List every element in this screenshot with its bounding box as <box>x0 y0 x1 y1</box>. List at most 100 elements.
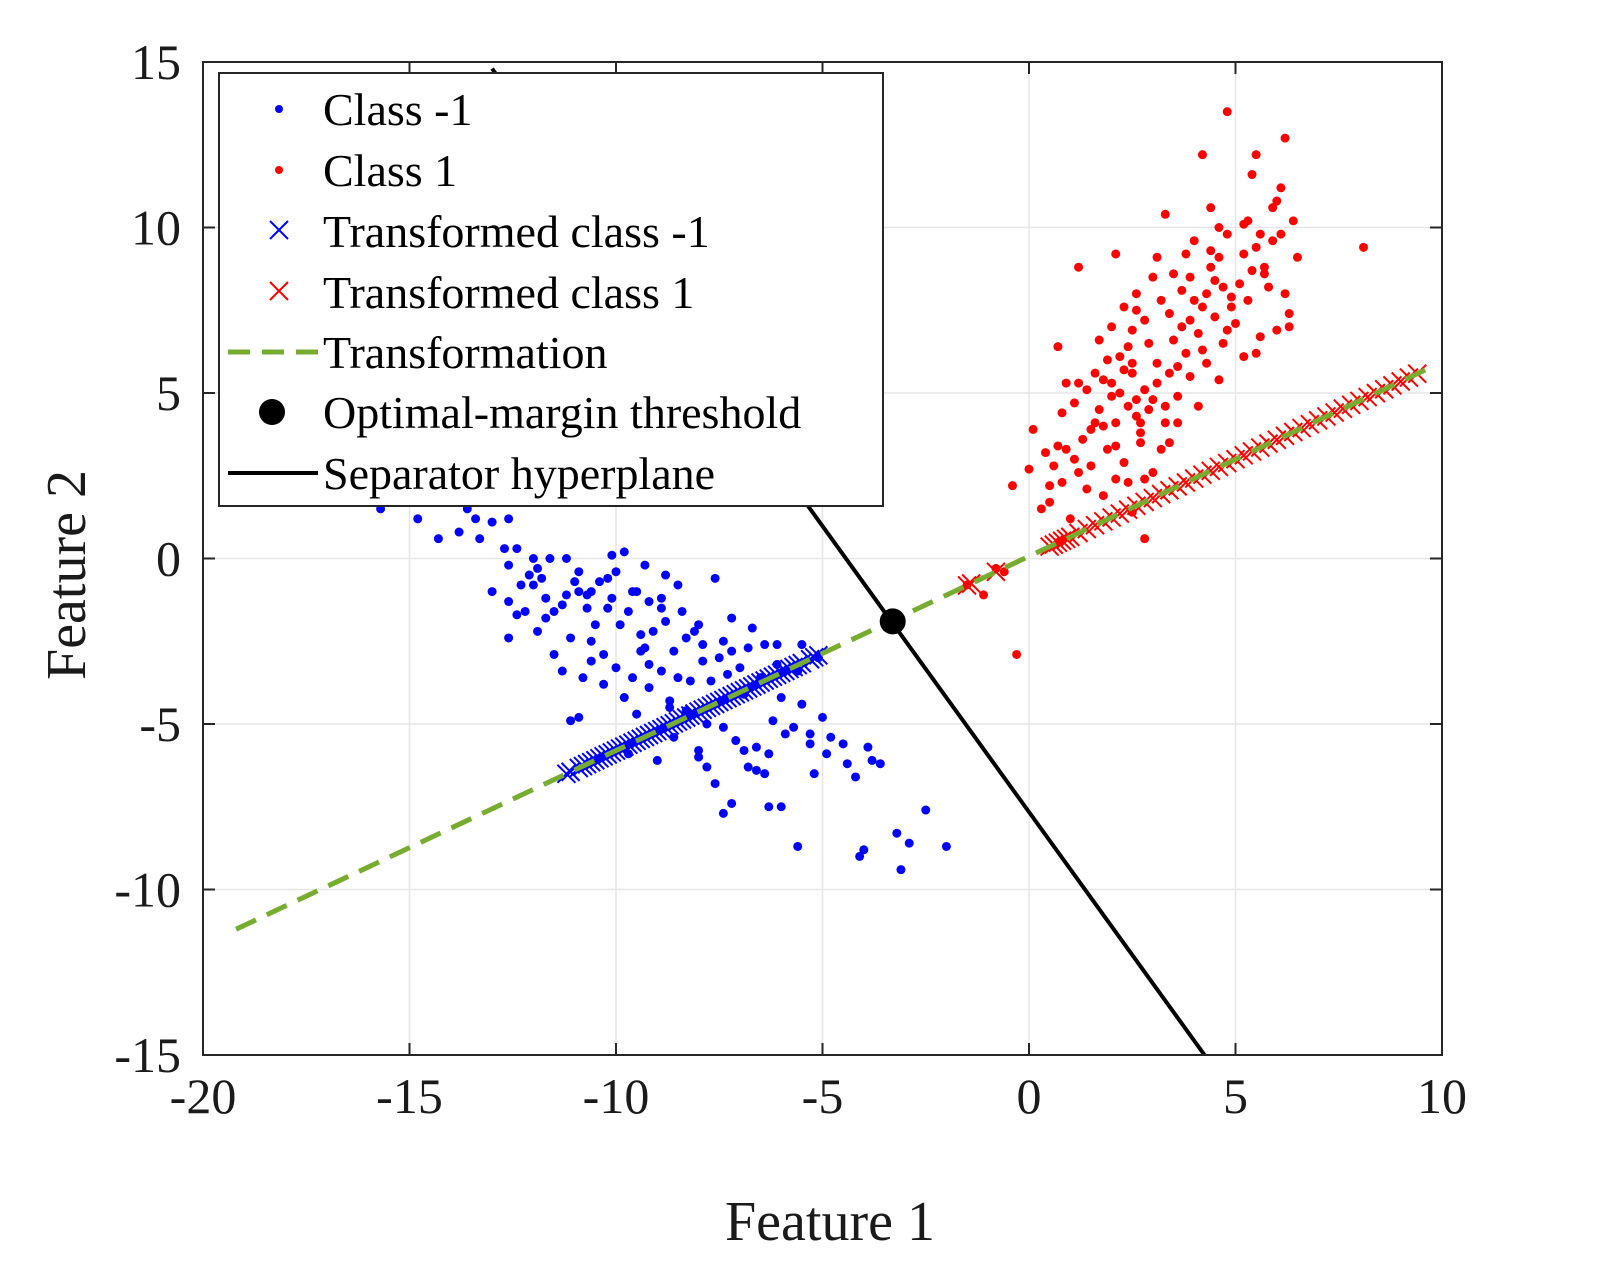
class-neg-point <box>594 577 604 587</box>
class-pos-point <box>1247 170 1257 180</box>
class-neg-point <box>896 865 906 875</box>
class-neg-point <box>574 567 584 577</box>
class-neg-point <box>673 673 683 683</box>
class-pos-point <box>1045 481 1055 491</box>
class-neg-point <box>557 666 567 676</box>
class-neg-point <box>718 808 728 818</box>
class-pos-point <box>1102 444 1112 454</box>
optimal-margin-threshold-point <box>879 608 906 635</box>
class-pos-point <box>1111 441 1121 451</box>
class-pos-point <box>1148 467 1158 477</box>
class-neg-point <box>656 666 666 676</box>
class-pos-point <box>979 590 989 600</box>
class-pos-point <box>1197 302 1207 312</box>
class-neg-point <box>533 626 543 636</box>
class-neg-point <box>566 633 576 643</box>
class-pos-point <box>1041 448 1051 458</box>
class-neg-point <box>921 805 931 815</box>
class-neg-point <box>599 679 609 689</box>
class-pos-point <box>1049 461 1059 471</box>
class-neg-point <box>822 749 832 759</box>
class-neg-point <box>681 633 691 643</box>
class-pos-point <box>1173 362 1183 372</box>
class-pos-point <box>1206 246 1216 256</box>
class-pos-point <box>1007 481 1017 491</box>
class-neg-point <box>669 732 679 742</box>
class-pos-point <box>1144 338 1154 348</box>
class-pos-point <box>1284 309 1294 319</box>
class-pos-point <box>1123 342 1133 352</box>
class-pos-point <box>1074 467 1084 477</box>
class-pos-point <box>1078 434 1088 444</box>
class-pos-point <box>1359 242 1369 252</box>
class-pos-point <box>1231 318 1240 328</box>
class-pos-point <box>1160 401 1170 411</box>
class-pos-point <box>1140 385 1150 395</box>
class-pos-point <box>1259 262 1269 272</box>
class-neg-point <box>578 673 588 683</box>
class-neg-point <box>760 769 770 779</box>
class-neg-point <box>644 597 654 607</box>
class-neg-point <box>499 544 509 554</box>
legend-threshold-marker <box>259 399 285 425</box>
class-neg-point <box>892 828 902 838</box>
class-pos-point <box>1136 418 1146 428</box>
class-neg-point <box>636 630 646 640</box>
class-neg-point <box>636 646 646 656</box>
class-neg-point <box>582 603 592 613</box>
class-pos-point <box>1185 272 1195 282</box>
class-neg-point <box>520 606 530 616</box>
class-pos-point <box>1169 269 1179 279</box>
class-pos-point <box>1115 352 1125 362</box>
class-pos-point <box>1284 322 1294 332</box>
class-pos-point <box>1074 378 1084 388</box>
class-neg-point <box>851 772 861 782</box>
class-pos-point <box>1239 219 1249 229</box>
class-neg-point <box>586 656 596 666</box>
class-pos-point <box>1202 358 1212 368</box>
class-neg-point <box>743 762 753 772</box>
class-neg-point <box>797 640 807 650</box>
class-neg-point <box>776 802 786 812</box>
class-neg-point <box>789 722 799 732</box>
legend-class-neg-marker <box>275 105 283 113</box>
class-pos-point <box>1152 252 1162 262</box>
class-neg-point <box>863 742 873 752</box>
class-pos-point <box>1268 236 1278 246</box>
class-pos-point <box>1086 461 1096 471</box>
y-tick-label: 10 <box>131 200 181 256</box>
class-pos-point <box>1251 150 1261 160</box>
class-pos-point <box>1107 322 1117 332</box>
class-neg-point <box>702 719 712 729</box>
class-pos-point <box>1202 289 1212 299</box>
class-pos-point <box>1169 335 1179 345</box>
class-neg-point <box>760 640 770 650</box>
class-neg-point <box>524 570 534 580</box>
transformed-neg-marker <box>556 764 577 784</box>
class-pos-point <box>1127 358 1137 368</box>
class-pos-point <box>1057 477 1067 487</box>
class-neg-point <box>826 732 836 742</box>
class-pos-point <box>1280 133 1290 143</box>
class-neg-point <box>549 649 559 659</box>
class-neg-point <box>661 570 671 580</box>
class-pos-point <box>1069 398 1079 408</box>
class-pos-point <box>1028 424 1038 434</box>
class-neg-point <box>603 573 613 583</box>
class-neg-point <box>656 593 666 603</box>
class-neg-point <box>727 613 737 623</box>
class-pos-point <box>1127 368 1137 378</box>
class-neg-point <box>582 590 592 600</box>
class-neg-point <box>656 603 666 613</box>
class-neg-point <box>574 587 584 597</box>
class-pos-point <box>1243 295 1253 305</box>
class-pos-point <box>1160 209 1170 219</box>
class-neg-point <box>727 646 737 656</box>
class-neg-point <box>904 838 914 848</box>
class-pos-point <box>1226 302 1236 312</box>
class-neg-point <box>661 616 671 626</box>
class-neg-point <box>669 646 679 656</box>
class-pos-point <box>1177 285 1187 295</box>
class-pos-point <box>1235 279 1245 289</box>
x-axis-label: Feature 1 <box>725 1191 935 1253</box>
